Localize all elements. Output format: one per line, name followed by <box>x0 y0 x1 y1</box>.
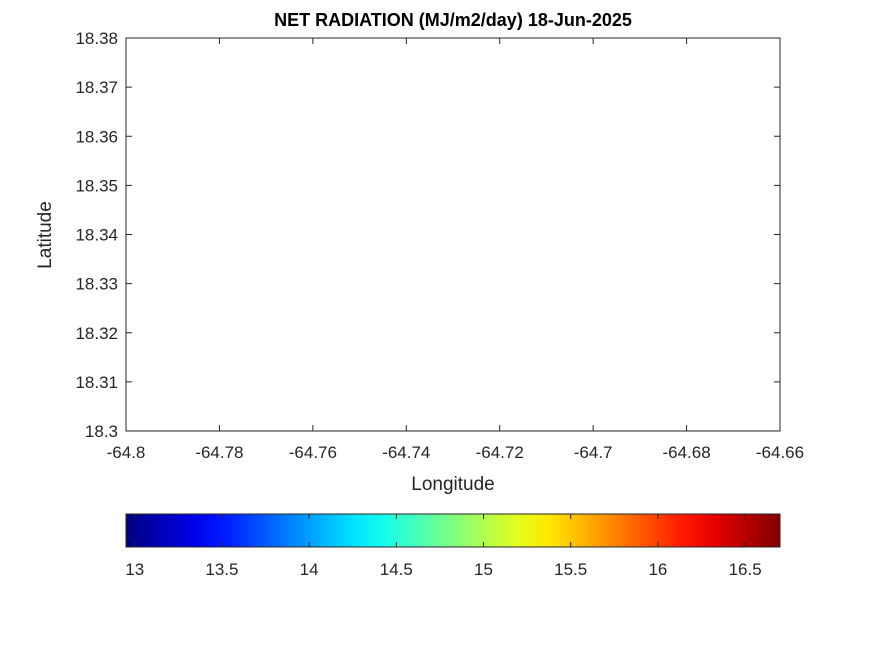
plot-area <box>126 38 780 431</box>
chart-title: NET RADIATION (MJ/m2/day) 18-Jun-2025 <box>274 10 632 30</box>
